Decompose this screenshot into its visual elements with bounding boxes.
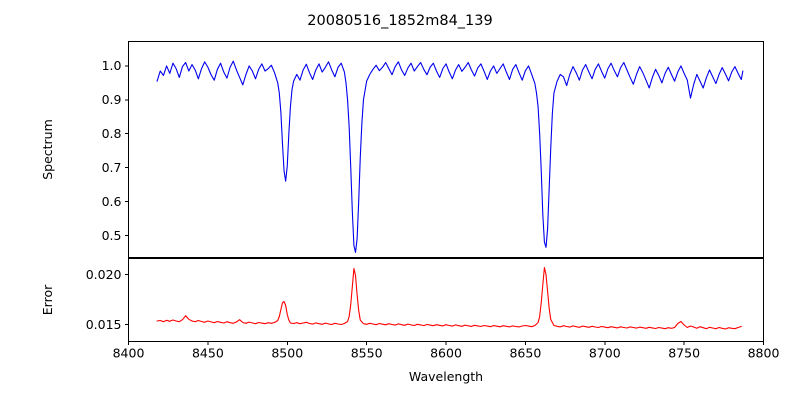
xtick-label: 8400 [113, 346, 145, 361]
xtick-label: 8600 [430, 346, 462, 361]
xtick-label: 8750 [668, 346, 700, 361]
spectrum-ytick-label: 0.8 [102, 126, 122, 141]
spectrum-ytick-label: 0.6 [102, 194, 122, 209]
spectrum-panel-frame [128, 41, 764, 258]
error-y-axis-label: Error [40, 284, 55, 315]
error-panel-frame [128, 258, 764, 342]
xtick-label: 8700 [589, 346, 621, 361]
spectrum-data-line [156, 60, 744, 253]
spectrum-ytick-label: 0.7 [102, 160, 122, 175]
xtick-label: 8500 [271, 346, 303, 361]
xtick-label: 8450 [192, 346, 224, 361]
error-ytick-label: 0.015 [86, 317, 122, 332]
error-data-line [156, 266, 742, 330]
xtick-label: 8550 [351, 346, 383, 361]
x-axis-label: Wavelength [409, 369, 483, 384]
spectrum-ytick-label: 0.5 [102, 228, 122, 243]
spectrum-ytick-label: 0.9 [102, 92, 122, 107]
error-ytick-label: 0.020 [86, 267, 122, 282]
xtick-label: 8650 [509, 346, 541, 361]
xtick-label: 8800 [748, 346, 780, 361]
figure-title: 20080516_1852m84_139 [307, 13, 493, 29]
spectrum-y-axis-label: Spectrum [40, 119, 55, 180]
spectrum-ytick-label: 1.0 [102, 58, 122, 73]
